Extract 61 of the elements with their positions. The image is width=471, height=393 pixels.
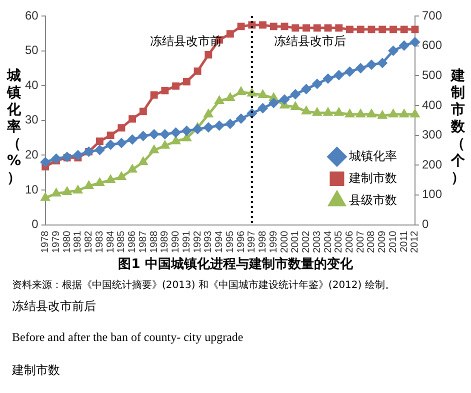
x-tick-label: 1989 — [160, 230, 171, 254]
x-tick-label: 1982 — [84, 230, 95, 254]
y2-tick-label: 100 — [422, 187, 442, 202]
y-tick-label: 60 — [24, 8, 39, 22]
x-tick-label: 1993 — [203, 230, 214, 254]
x-tick-label: 2005 — [334, 230, 345, 254]
x-tick-label: 1990 — [170, 230, 182, 254]
x-tick-label: 1987 — [138, 230, 149, 254]
x-tick-label: 1992 — [192, 230, 204, 254]
x-tick-label: 1986 — [127, 230, 138, 254]
x-tick-label: 1983 — [94, 230, 106, 254]
x-tick-label: 2007 — [355, 230, 366, 254]
x-tick-label: 2001 — [290, 230, 302, 254]
x-tick-label: 2009 — [377, 230, 388, 254]
y-tick-label: 50 — [24, 43, 39, 58]
y-tick-label: 40 — [24, 78, 39, 92]
x-tick-label: 1979 — [50, 230, 62, 254]
x-tick-label: 1978 — [40, 230, 52, 254]
y2-tick-label: 200 — [422, 157, 442, 172]
x-tick-label: 2008 — [366, 230, 378, 254]
y-tick-label: 10 — [24, 182, 39, 196]
x-tick-label: 2002 — [301, 230, 312, 254]
text: 资料来源：根据《中国统计摘要》(2013) 和《中国城市建设统计年鉴》(2012) 绘制。 — [12, 278, 395, 292]
x-tick-label: 1994 — [214, 230, 226, 254]
x-tick-label: 1984 — [105, 230, 116, 254]
x-tick-label: 2000 — [279, 230, 290, 254]
y2-tick-label: 300 — [422, 128, 442, 142]
x-tick-label: 1985 — [116, 230, 128, 254]
y2-tick-label: 700 — [422, 8, 442, 22]
annotation: 冻结县改市后 — [274, 34, 346, 48]
y-tick-label: 0 — [32, 217, 39, 232]
y-axis-title: 城镇化率（%） — [6, 68, 22, 187]
y2-tick-label: 400 — [422, 98, 442, 112]
x-tick-label: 2012 — [410, 230, 421, 254]
x-tick-label: 2006 — [344, 230, 356, 254]
x-tick-label: 2010 — [388, 230, 399, 254]
x-tick-label: 1996 — [236, 230, 247, 254]
y2-tick-label: 500 — [422, 68, 442, 82]
y2-tick-label: 600 — [422, 38, 442, 52]
x-tick-label: 1980 — [62, 230, 73, 254]
legend-label: 县级市数 — [348, 193, 397, 208]
x-tick-label: 1999 — [268, 230, 280, 254]
y-tick-label: 20 — [24, 147, 39, 162]
text: 冻结县改市前后 — [12, 298, 96, 315]
x-tick-label: 1995 — [224, 230, 236, 254]
y2-axis-title: 建制市数（个） — [450, 68, 466, 187]
x-tick-label: 1998 — [258, 230, 269, 254]
text: Before and after the ban of county- city upgrade — [12, 330, 244, 345]
x-tick-label: 2003 — [312, 230, 323, 254]
y2-tick-label: 0 — [422, 217, 429, 232]
x-tick-label: 1991 — [181, 230, 192, 254]
x-tick-label: 1997 — [246, 230, 258, 254]
text: 图1 中国城镇化进程与建制市数量的变化 — [117, 256, 354, 273]
text: 建制市数 — [12, 362, 60, 379]
x-tick-label: 2011 — [398, 230, 410, 252]
y-tick-label: 30 — [24, 112, 39, 127]
legend-label: 城镇化率 — [348, 149, 397, 164]
legend-label: 建制市数 — [348, 171, 397, 186]
x-tick-label: 1981 — [72, 230, 84, 254]
x-tick-label: 1988 — [148, 230, 160, 254]
x-tick-label: 2004 — [322, 230, 334, 254]
